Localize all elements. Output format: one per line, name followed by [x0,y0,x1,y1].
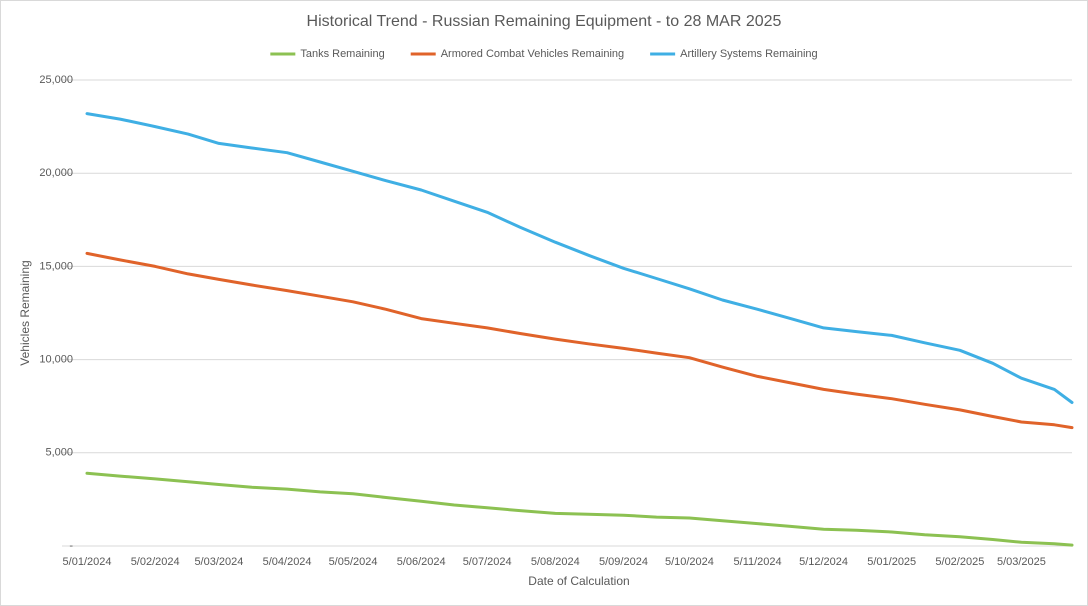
x-tick-label: 5/09/2024 [599,556,648,568]
x-tick-label: 5/01/2025 [867,556,916,568]
x-tick-label: 5/03/2024 [194,556,243,568]
x-tick-label: 5/10/2024 [665,556,714,568]
y-axis-label: Vehicles Remaining [18,260,32,365]
x-tick-label: 5/07/2024 [463,556,512,568]
y-tick-label: 15,000 [39,260,73,272]
x-tick-label: 5/02/2024 [131,556,180,568]
line-series [85,112,1074,404]
x-tick-label: 5/06/2024 [397,556,446,568]
legend-label: Artillery Systems Remaining [680,48,818,60]
legend-label: Armored Combat Vehicles Remaining [441,48,624,60]
x-tick-label: 5/08/2024 [531,556,580,568]
x-axis-label: Date of Calculation [528,574,629,588]
legend-label: Tanks Remaining [300,48,384,60]
x-tick-label: 5/04/2024 [263,556,312,568]
y-tick-label: 10,000 [39,354,73,366]
chart-title: Historical Trend - Russian Remaining Equ… [307,13,782,30]
x-tick-label: 5/12/2024 [799,556,848,568]
y-tick-label: 25,000 [39,74,73,86]
x-tick-label: 5/02/2025 [935,556,984,568]
y-tick-label: 20,000 [39,167,73,179]
x-tick-label: 5/01/2024 [63,556,112,568]
y-tick-label: 5,000 [45,447,73,459]
y-tick-label: - [69,540,73,552]
x-tick-label: 5/05/2024 [329,556,378,568]
x-tick-label: 5/03/2025 [997,556,1046,568]
x-tick-label: 5/11/2024 [734,556,782,568]
line-series [85,251,1074,430]
line-series [85,471,1074,547]
